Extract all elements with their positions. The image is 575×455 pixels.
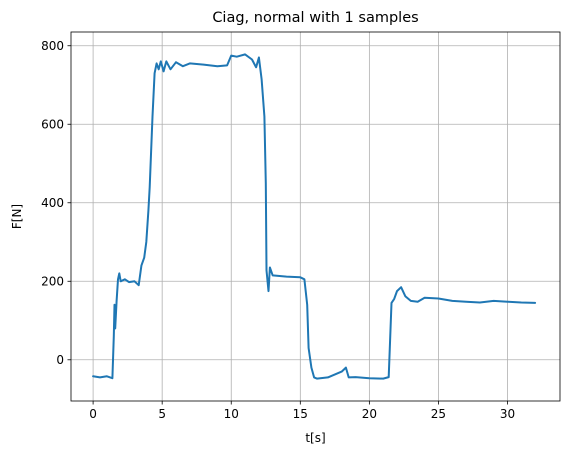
x-tick-label: 0 (89, 407, 97, 421)
y-tick-label: 200 (41, 275, 64, 289)
x-tick-label: 20 (362, 407, 377, 421)
y-tick-label: 800 (41, 39, 64, 53)
chart-title: Ciag, normal with 1 samples (212, 10, 418, 26)
x-tick-label: 15 (293, 407, 308, 421)
y-tick-label: 600 (41, 118, 64, 132)
y-axis-label: F[N] (10, 204, 24, 229)
x-tick-label: 30 (500, 407, 515, 421)
x-tick-label: 10 (224, 407, 239, 421)
y-tick-label: 400 (41, 196, 64, 210)
force-series-line (92, 53, 537, 380)
plot-series (92, 53, 537, 380)
x-tick-label: 5 (158, 407, 166, 421)
y-tick-label: 0 (56, 353, 64, 367)
plot-frame (70, 31, 561, 402)
x-axis: 0 5 10 15 20 25 30 (89, 401, 515, 421)
y-axis: 0 200 400 600 800 (41, 39, 71, 367)
x-axis-label: t[s] (305, 431, 325, 445)
x-tick-label: 25 (431, 407, 446, 421)
